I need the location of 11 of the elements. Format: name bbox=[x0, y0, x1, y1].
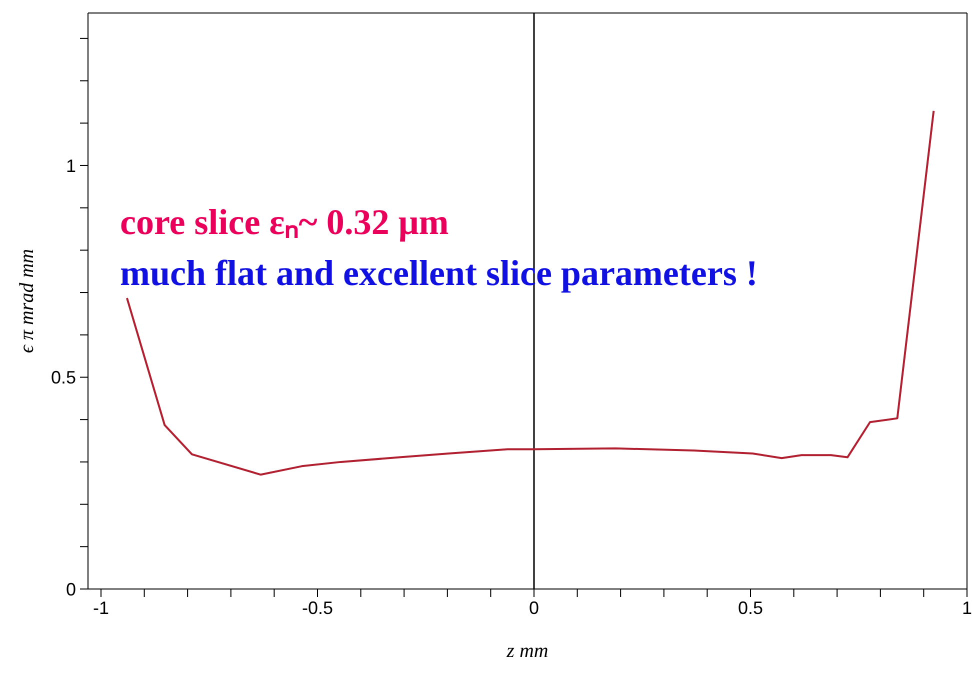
x-tick-label: 0 bbox=[528, 598, 540, 618]
y-axis-title: ϵ π mrad mm bbox=[16, 248, 38, 354]
x-axis-title: z mm bbox=[506, 640, 548, 662]
annotation: core slice εₙ~ 0.32 μm bbox=[120, 201, 449, 244]
y-tick-label: 0.5 bbox=[50, 368, 76, 388]
x-tick-label: -1 bbox=[92, 598, 109, 618]
x-tick-label: 0.5 bbox=[738, 598, 764, 618]
x-tick-label: 1 bbox=[962, 598, 972, 618]
y-tick-label: 0 bbox=[66, 579, 76, 600]
y-tick-label: 1 bbox=[66, 156, 76, 176]
x-tick-label: -0.5 bbox=[302, 598, 334, 618]
